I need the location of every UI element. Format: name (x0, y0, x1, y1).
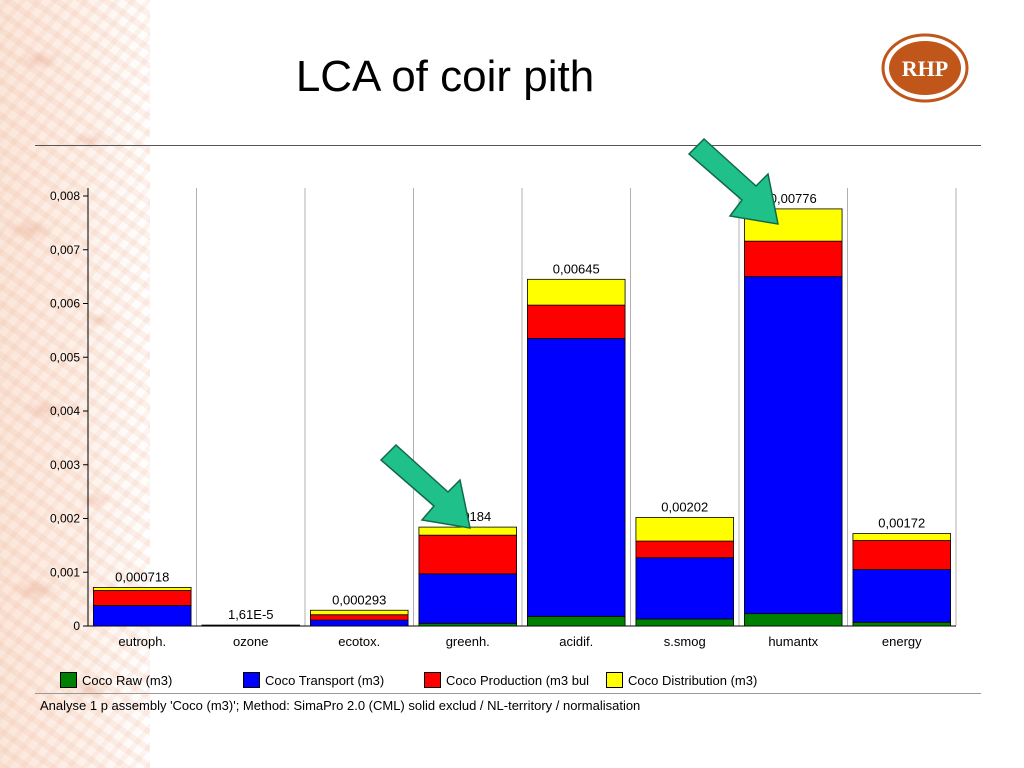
x-category-label: ozone (233, 634, 268, 649)
bar-total-label: 0,00776 (770, 191, 817, 206)
bar-segment-coco-transport (93, 605, 192, 627)
x-category-label: s.smog (664, 634, 706, 649)
legend-label-coco-transport: Coco Transport (m3) (265, 673, 385, 688)
y-tick-label: 0,007 (50, 243, 80, 257)
bar-segment-coco-transport (635, 557, 734, 620)
y-tick-label: 0,003 (50, 458, 80, 472)
title-divider (35, 145, 981, 146)
background-texture (0, 0, 150, 768)
legend-swatch-coco-distribution (606, 672, 623, 688)
x-category-label: acidif. (559, 634, 593, 649)
y-tick-label: 0,008 (50, 189, 80, 203)
bar-segment-coco-transport (527, 338, 626, 617)
bar-total-label: 0,00202 (661, 499, 708, 514)
legend-swatch-coco-production (424, 672, 441, 688)
bar-total-label: 0,00172 (878, 516, 925, 531)
legend-label-coco-distribution: Coco Distribution (m3) (628, 673, 758, 688)
bar-segment-coco-raw (635, 618, 734, 627)
legend-swatch-coco-transport (243, 672, 260, 688)
legend-swatch-coco-raw (60, 672, 77, 688)
x-category-label: greenh. (446, 634, 490, 649)
bar-segment-coco-distribution (310, 609, 409, 616)
y-tick-label: 0,004 (50, 404, 80, 418)
legend-label-coco-raw: Coco Raw (m3) (82, 673, 173, 688)
bar-segment-coco-distribution (635, 517, 734, 542)
y-tick-label: 0,005 (50, 350, 80, 364)
bar-segment-coco-production (744, 240, 843, 278)
bar-total-label: 1,61E-5 (228, 607, 274, 622)
bar-segment-coco-distribution (527, 278, 626, 306)
bar-segment-coco-transport (852, 569, 951, 623)
bar-segment-coco-distribution (201, 624, 300, 627)
bar-segment-coco-production (635, 540, 734, 559)
logo-text: RHP (902, 56, 948, 81)
y-tick-label: 0,001 (50, 565, 80, 579)
footnote-divider (35, 693, 981, 694)
y-tick-label: 0 (73, 619, 80, 633)
slide-title: LCA of coir pith (295, 52, 595, 101)
x-category-label: humantx (768, 634, 818, 649)
bar-total-label: 0,000293 (332, 592, 386, 607)
analysis-footnote: Analyse 1 p assembly 'Coco (m3)'; Method… (40, 698, 641, 713)
legend-item-coco-production: Coco Production (m3 bul (424, 672, 589, 688)
y-tick-label: 0,006 (50, 297, 80, 311)
bar-segment-coco-raw (418, 622, 517, 627)
bar-segment-coco-transport (310, 619, 409, 627)
bar-segment-coco-transport (744, 276, 843, 615)
bar-segment-coco-production (93, 590, 192, 606)
bar-segment-coco-raw (744, 613, 843, 627)
legend-label-coco-production: Coco Production (m3 bul (446, 673, 590, 688)
legend-item-coco-distribution: Coco Distribution (m3) (606, 672, 757, 688)
x-category-label: eutroph. (118, 634, 166, 649)
bar-total-label: 0,000718 (115, 569, 169, 584)
arrow-humantx-icon (687, 137, 779, 225)
bar-total-label: 0,00645 (553, 261, 600, 276)
bar-segment-coco-distribution (852, 533, 951, 541)
bar-segment-coco-production (418, 534, 517, 575)
bar-segment-coco-raw (527, 615, 626, 627)
stacked-bar-chart: 0 0,001 0,002 0,003 0,004 0,005 0,006 0,007 0,00… (50, 188, 957, 649)
arrow-greenh-icon (379, 443, 471, 529)
bar-segment-coco-transport (418, 573, 517, 624)
y-tick-label: 0,002 (50, 512, 80, 526)
bar-segment-coco-distribution (93, 587, 192, 591)
legend-item-coco-transport: Coco Transport (m3) (243, 672, 384, 688)
bar-segment-coco-production (852, 540, 951, 570)
bar-segment-coco-production (527, 304, 626, 339)
bar-segment-coco-raw (852, 621, 951, 627)
legend-item-coco-raw: Coco Raw (m3) (60, 672, 172, 688)
x-category-label: ecotox. (338, 634, 380, 649)
bar-segment-coco-production (310, 614, 409, 621)
x-category-label: energy (882, 634, 922, 649)
rhp-logo: RHP (881, 33, 969, 103)
